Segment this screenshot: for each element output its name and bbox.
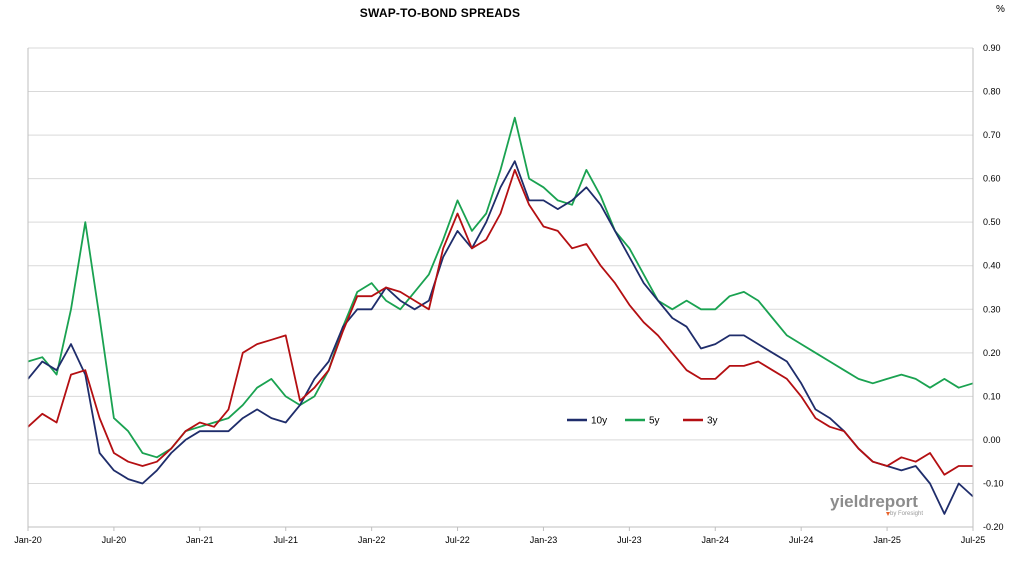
legend-label-3y: 3y [707,416,718,427]
x-tick-label: Jul-21 [273,535,298,545]
y-tick-label: -0.10 [983,478,1004,488]
x-tick-label: Jan-20 [14,535,42,545]
legend: 10y 5y 3y [567,416,718,427]
x-tick-labels: Jan-20 Jul-20 Jan-21 Jul-21 Jan-22 Jul-22 Jan-… [14,527,985,545]
y-axis-unit-label: % [996,4,1005,15]
watermark-triangle-icon [886,512,890,516]
x-tick-label: Jan-25 [873,535,901,545]
y-tick-labels: 0.90 0.80 0.70 0.60 0.50 0.40 0.30 0.20 0.10 0.00… [983,43,1004,532]
x-tick-label: Jul-22 [445,535,470,545]
yieldreport-logo: yieldreport by Foresight [830,492,923,517]
y-tick-label: -0.20 [983,522,1004,532]
x-tick-label: Jan-22 [358,535,386,545]
y-tick-label: 0.60 [983,174,1001,184]
x-tick-label: Jul-24 [789,535,814,545]
series-line-10y [27,160,974,515]
series-lines [27,116,974,515]
y-tick-label: 0.50 [983,217,1001,227]
y-tick-label: 0.90 [983,43,1001,53]
x-tick-label: Jan-24 [702,535,730,545]
y-tick-label: 0.00 [983,435,1001,445]
x-tick-label: Jan-23 [530,535,558,545]
y-tick-label: 0.10 [983,391,1001,401]
y-tick-label: 0.30 [983,304,1001,314]
y-tick-label: 0.80 [983,87,1001,97]
x-tick-label: Jul-20 [102,535,127,545]
series-line-3y [27,168,973,476]
x-tick-label: Jan-21 [186,535,214,545]
axes [27,48,974,528]
x-tick-label: Jul-25 [961,535,986,545]
watermark-sub: by Foresight [890,511,923,517]
watermark-brand: yieldreport [830,492,918,511]
chart-title: SWAP-TO-BOND SPREADS [359,6,521,20]
legend-label-10y: 10y [591,416,607,427]
y-tick-label: 0.70 [983,130,1001,140]
y-tick-label: 0.40 [983,261,1001,271]
legend-label-5y: 5y [649,416,660,427]
series-line-5y [27,116,974,459]
y-tick-label: 0.20 [983,348,1001,358]
x-tick-label: Jul-23 [617,535,642,545]
